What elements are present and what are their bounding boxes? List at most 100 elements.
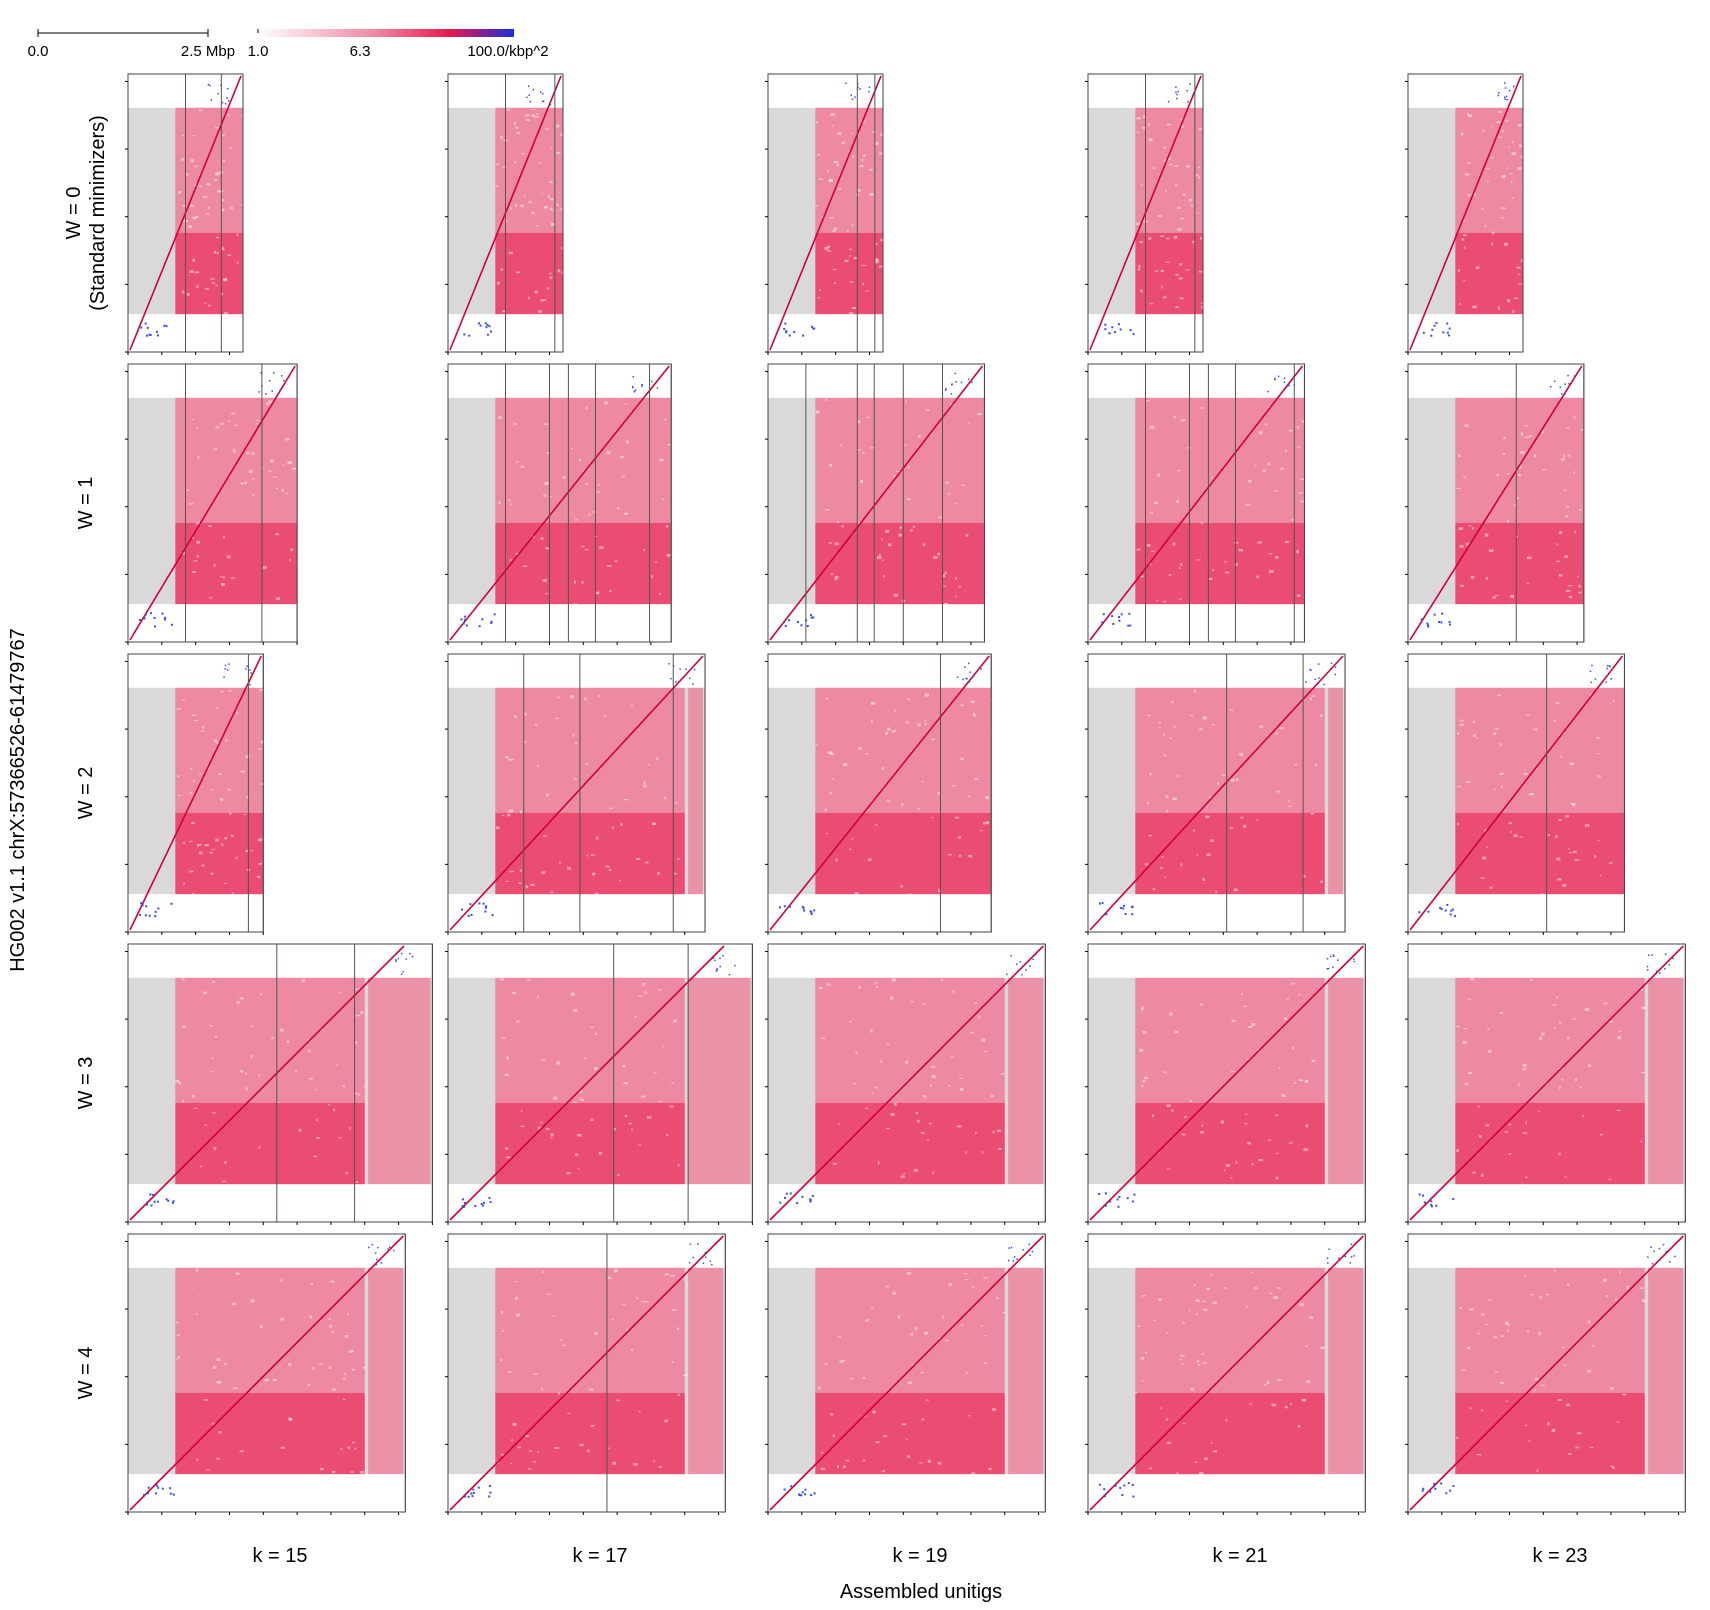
panel-speckle — [1523, 773, 1529, 775]
panel-speckle — [1146, 400, 1150, 402]
panel-speckle — [245, 755, 250, 759]
panel-speckle — [622, 1064, 626, 1068]
panel-speckle — [520, 810, 522, 814]
panel-speckle — [268, 400, 273, 404]
panel-blue-dot — [1175, 91, 1177, 94]
panel-speckle — [1251, 1271, 1254, 1273]
panel-speckle — [287, 461, 292, 465]
panel-speckle — [1605, 1295, 1609, 1297]
panel-W4-k23 — [1405, 1233, 1686, 1515]
panel-speckle — [529, 1450, 532, 1452]
panel-blue-dot — [463, 1202, 466, 1205]
panel-speckle — [192, 571, 196, 573]
panel-speckle — [572, 733, 575, 737]
panel-blue-dot — [463, 1495, 466, 1498]
panel-blue-dot — [1034, 954, 1036, 956]
panel-speckle — [1144, 863, 1149, 866]
panel-speckle — [1484, 1323, 1488, 1326]
panel-blue-dot — [1446, 903, 1449, 906]
panel-speckle — [1510, 830, 1513, 833]
panel-blue-dot — [146, 334, 149, 337]
panel-blue-dot — [468, 334, 471, 337]
panel-speckle — [667, 444, 671, 446]
panel-blue-dot — [165, 325, 168, 328]
panel-speckle — [832, 268, 837, 271]
panel-W0-k17 — [445, 73, 566, 355]
panel-speckle — [1559, 531, 1563, 535]
panel-speckle — [508, 251, 513, 254]
panel-border — [127, 73, 244, 353]
panel-speckle — [1516, 266, 1521, 269]
panel-speckle — [298, 1128, 302, 1132]
row-label-W0-line-1: (Standard minimizers) — [87, 115, 109, 311]
panel-speckle — [182, 1100, 185, 1103]
panel-speckle — [1485, 1124, 1490, 1127]
panel-speckle — [1170, 700, 1174, 703]
panel-speckle — [1594, 855, 1597, 858]
panel-speckle — [1193, 1284, 1196, 1287]
panel-speckle — [881, 1470, 886, 1473]
panel-speckle — [544, 481, 549, 485]
panel-speckle — [1160, 1407, 1162, 1409]
panel-speckle — [354, 1041, 358, 1044]
panel-speckle — [1198, 176, 1200, 180]
panel-speckle — [542, 579, 547, 582]
panel-speckle — [1230, 1177, 1233, 1179]
panel-speckle — [221, 843, 224, 846]
panel-speckle — [572, 1101, 578, 1103]
panel-speckle — [500, 1453, 505, 1456]
panel-blue-dot — [734, 964, 736, 967]
panel-blue-dot — [1561, 393, 1563, 395]
panel-speckle — [824, 808, 827, 812]
panel-speckle — [177, 1334, 180, 1337]
panel-speckle — [820, 1037, 825, 1039]
panel-speckle — [944, 602, 948, 606]
panel-speckle — [332, 1280, 335, 1283]
panel-speckle — [335, 1064, 338, 1066]
panel-speckle — [665, 1134, 669, 1137]
panel-speckle — [1517, 167, 1522, 170]
panel-speckle — [248, 470, 253, 473]
panel-blue-dot — [715, 970, 718, 972]
panel-speckle — [1135, 1391, 1138, 1394]
panel-speckle — [598, 483, 601, 486]
panel-speckle — [183, 841, 186, 845]
panel-speckle — [176, 1321, 179, 1324]
panel-speckle — [328, 1318, 332, 1320]
panel-speckle — [905, 1438, 909, 1440]
panel-speckle — [1459, 1307, 1463, 1310]
panel-speckle — [588, 468, 591, 471]
panel-blue-dot — [1430, 1200, 1433, 1203]
panel-speckle — [654, 561, 657, 563]
panel-blue-dot — [632, 386, 634, 389]
panel-speckle — [213, 1147, 217, 1150]
panel-speckle — [968, 795, 971, 798]
panel-blue-dot — [461, 1205, 464, 1208]
panel-speckle — [983, 1362, 987, 1365]
panel-blue-dot — [956, 676, 959, 678]
panel-speckle — [933, 556, 938, 559]
panel-speckle — [1268, 553, 1273, 555]
panel-speckle — [535, 723, 538, 726]
panel-speckle — [255, 423, 259, 425]
panel-blue-dot — [803, 909, 806, 912]
panel-speckle — [1289, 1403, 1292, 1406]
panel-speckle — [573, 603, 579, 606]
panel-speckle — [838, 1336, 841, 1338]
panel-blue-dot — [971, 381, 973, 384]
panel-speckle — [236, 711, 238, 715]
panel-speckle — [584, 697, 587, 701]
panel-blue-dot — [1016, 963, 1018, 966]
panel-speckle — [1153, 1320, 1157, 1322]
panel-speckle — [967, 1414, 971, 1417]
panel-speckle — [1486, 846, 1489, 848]
panel-speckle — [677, 1327, 679, 1330]
panel-speckle — [1546, 834, 1551, 836]
panel-blue-dot — [810, 616, 813, 619]
panel-speckle — [223, 278, 228, 282]
column-label-k23: k = 23 — [1532, 1545, 1587, 1567]
panel-speckle — [898, 533, 902, 537]
panel-speckle — [1286, 998, 1289, 1000]
panel-speckle — [1180, 562, 1183, 566]
panel-speckle — [607, 564, 612, 567]
